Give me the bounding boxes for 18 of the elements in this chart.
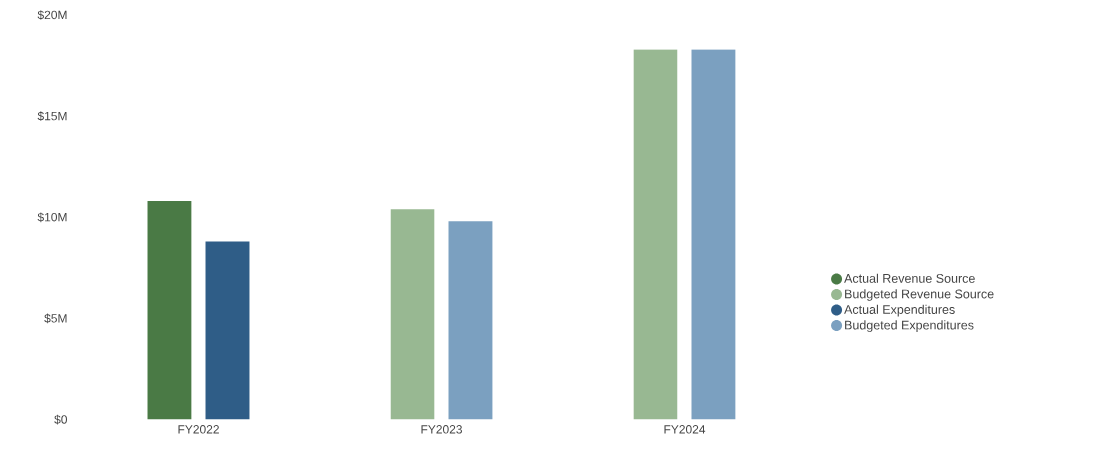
- y-tick-label: $15M: [37, 111, 67, 121]
- legend-label: Actual Revenue Source: [844, 273, 975, 283]
- legend-label: Budgeted Revenue Source: [845, 289, 994, 301]
- bar: [147, 201, 192, 420]
- x-tick-label: FY2023: [421, 425, 462, 434]
- x-tick-label: FY2024: [664, 425, 706, 434]
- y-tick-label: $5M: [44, 313, 67, 324]
- legend-label: Budgeted Expenditures: [845, 320, 974, 332]
- y-tick-label: $0: [54, 414, 68, 425]
- bar: [691, 49, 736, 420]
- bar: [448, 221, 493, 420]
- bar: [633, 49, 678, 420]
- y-tick-label: $20M: [37, 10, 67, 20]
- x-tick-label: FY2022: [178, 425, 219, 434]
- bar: [390, 209, 435, 420]
- legend-label: Actual Expenditures: [844, 304, 955, 317]
- y-tick-label: $10M: [37, 212, 67, 223]
- bar: [205, 241, 250, 420]
